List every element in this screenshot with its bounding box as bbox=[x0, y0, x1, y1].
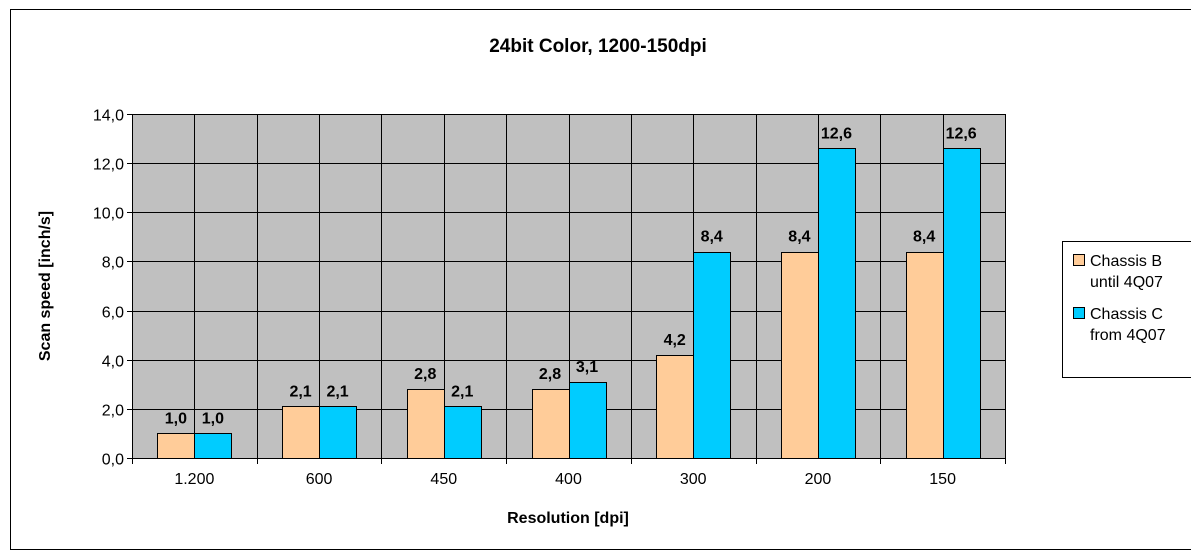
bar-series-1 bbox=[782, 253, 819, 459]
data-label: 4,2 bbox=[664, 332, 686, 349]
legend-swatch-2 bbox=[1074, 308, 1085, 319]
legend-swatch-1 bbox=[1074, 255, 1085, 266]
data-label: 8,4 bbox=[701, 229, 723, 246]
x-tick-label: 400 bbox=[555, 471, 582, 488]
data-label: 2,8 bbox=[414, 366, 436, 383]
data-label: 12,6 bbox=[946, 125, 977, 142]
legend: Chassis B until 4Q07 Chassis C from 4Q07 bbox=[1063, 242, 1191, 378]
bar-series-1 bbox=[657, 356, 694, 459]
y-tick-label: 2,0 bbox=[102, 403, 124, 420]
data-label: 12,6 bbox=[821, 125, 852, 142]
y-tick-label: 14,0 bbox=[93, 108, 124, 125]
bar-series-1 bbox=[408, 390, 445, 459]
bar-series-2 bbox=[570, 383, 607, 459]
bar-series-1 bbox=[158, 434, 195, 459]
data-label: 2,8 bbox=[539, 366, 561, 383]
data-label: 8,4 bbox=[788, 229, 810, 246]
x-tick-label: 200 bbox=[805, 471, 832, 488]
legend-label-1: Chassis B bbox=[1090, 253, 1162, 270]
bar-series-1 bbox=[283, 407, 320, 459]
y-tick-label: 8,0 bbox=[102, 255, 124, 272]
data-label: 3,1 bbox=[576, 359, 598, 376]
bar-series-1 bbox=[907, 253, 944, 459]
chart-title: 24bit Color, 1200-150dpi bbox=[489, 36, 707, 57]
data-label: 2,1 bbox=[326, 383, 348, 400]
bar-series-2 bbox=[819, 149, 856, 459]
bar-series-2 bbox=[694, 253, 731, 459]
x-tick-label: 300 bbox=[680, 471, 707, 488]
legend-label-2-line2: from 4Q07 bbox=[1090, 327, 1166, 344]
legend-label-1-line2: until 4Q07 bbox=[1090, 274, 1163, 291]
bar-series-2 bbox=[195, 434, 232, 459]
y-tick-label: 6,0 bbox=[102, 305, 124, 322]
legend-label-2: Chassis C bbox=[1090, 306, 1163, 323]
y-tick-label: 12,0 bbox=[93, 157, 124, 174]
y-axis-title: Scan speed [inch/s] bbox=[37, 211, 54, 361]
x-tick-label: 450 bbox=[430, 471, 457, 488]
data-label: 1,0 bbox=[202, 410, 224, 427]
bar-series-1 bbox=[533, 390, 570, 459]
bar-series-2 bbox=[320, 407, 357, 459]
data-label: 8,4 bbox=[913, 229, 935, 246]
bar-series-2 bbox=[445, 407, 482, 459]
y-tick-label: 10,0 bbox=[93, 206, 124, 223]
y-tick-label: 4,0 bbox=[102, 354, 124, 371]
data-label: 2,1 bbox=[451, 383, 473, 400]
x-tick-label: 1.200 bbox=[174, 471, 214, 488]
x-tick-label: 600 bbox=[306, 471, 333, 488]
data-label: 2,1 bbox=[289, 383, 311, 400]
x-axis-title: Resolution [dpi] bbox=[507, 510, 629, 527]
data-label: 1,0 bbox=[165, 410, 187, 427]
bar-series-2 bbox=[944, 149, 981, 459]
y-tick-label: 0,0 bbox=[102, 452, 124, 469]
x-tick-label: 150 bbox=[929, 471, 956, 488]
